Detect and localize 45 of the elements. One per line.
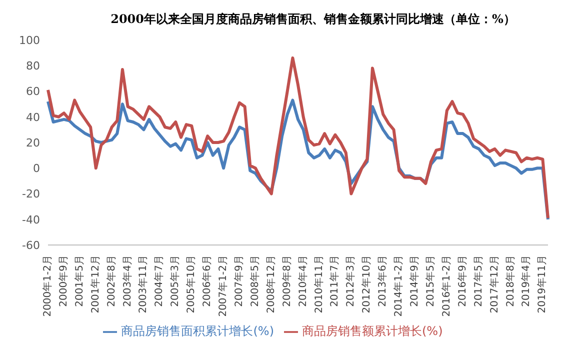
legend-label: 商品房销售额累计增长(%) (302, 324, 443, 338)
x-tick-label: 2012年10月 (360, 255, 373, 314)
x-tick-label: 2009年8月 (280, 255, 293, 307)
x-tick-label: 2008年12月 (264, 255, 277, 314)
x-tick-label: 2003年4月 (121, 255, 134, 307)
x-tick-label: 2011年7月 (328, 255, 341, 307)
y-tick-label: 0 (33, 162, 40, 176)
x-tick-label: 2015年5月 (424, 255, 436, 307)
y-tick-label: -20 (22, 188, 40, 201)
x-tick-label: 2007年1-2月 (217, 255, 230, 317)
x-tick-label: 2014年9月 (408, 255, 421, 307)
y-tick-label: 40 (26, 110, 40, 124)
x-tick-label: 2013年6月 (376, 255, 389, 307)
y-tick-label: 20 (26, 136, 40, 150)
x-tick-label: 2004年7月 (153, 255, 166, 307)
x-tick-label: 2016年1-2月 (440, 255, 452, 317)
x-tick-label: 2019年4月 (520, 255, 532, 307)
chart-title: 2000年以来全国月度商品房销售面积、销售金额累计同比增速（单位：%） (110, 11, 516, 28)
line-series (46, 56, 550, 220)
y-tick-label: -60 (22, 238, 40, 252)
x-tick-label: 2012年3月 (344, 255, 357, 307)
x-tick-label: 2007年9月 (232, 255, 245, 307)
x-tick-label: 2017年12月 (488, 255, 500, 314)
y-tick-label: 80 (26, 60, 40, 73)
x-tick-label: 2008年5月 (248, 255, 261, 307)
x-tick-label: 2006年6月 (201, 255, 214, 307)
y-tick-label: 100 (19, 34, 40, 47)
x-tick-label: 2002年8月 (105, 255, 118, 307)
x-tick-label: 2018年8月 (504, 255, 516, 307)
x-tick-label: 2019年11月 (536, 255, 548, 314)
x-tick-label: 2017年5月 (472, 255, 484, 307)
legend-label: 商品房销售面积累计增长(%) (121, 324, 274, 338)
x-tick-label: 2001年12月 (89, 255, 102, 314)
x-tick-label: 2005年10月 (185, 255, 198, 314)
y-tick-label: -40 (22, 213, 40, 226)
x-tick-label: 2016年9月 (456, 255, 468, 307)
x-tick-label: 2010年11月 (312, 255, 325, 314)
x-tick-label: 2003年11月 (137, 255, 150, 314)
x-tick-label: 2014年1-2月 (392, 255, 405, 317)
x-tick-label: 2001年5月 (73, 255, 86, 307)
x-tick-label: 2005年3月 (169, 255, 182, 307)
x-tick-label: 2000年9月 (57, 255, 70, 307)
x-tick-label: 2000年1-2月 (42, 255, 54, 317)
y-tick-label: 60 (26, 85, 40, 98)
x-tick-label: 2010年4月 (296, 255, 309, 307)
